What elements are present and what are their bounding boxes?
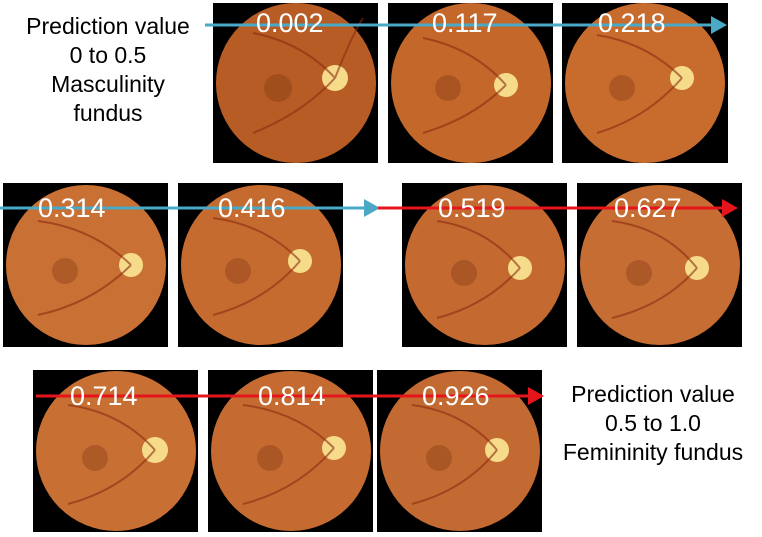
fundus-image-5 — [178, 183, 343, 347]
femininity-arrow-row2 — [378, 199, 738, 217]
prediction-value-label: 0.714 — [70, 381, 138, 411]
prediction-value-label: 0.218 — [598, 8, 666, 38]
prediction-value-label: 0.314 — [38, 193, 106, 223]
masculinity-arrow-row1 — [205, 16, 727, 34]
prediction-value-label: 0.117 — [432, 8, 498, 38]
caption-line: Prediction value — [26, 13, 190, 39]
caption-line: 0.5 to 1.0 — [605, 410, 701, 436]
fundus-image-1 — [213, 3, 378, 163]
prediction-value-label: 0.926 — [422, 381, 490, 411]
caption-line: Prediction value — [571, 381, 735, 407]
prediction-value-label: 0.814 — [258, 381, 326, 411]
masculinity-arrow-row2 — [0, 199, 380, 217]
caption-line: Femininity fundus — [562, 439, 744, 465]
prediction-value-label: 0.416 — [218, 193, 286, 223]
prediction-value-label: 0.002 — [256, 8, 324, 38]
prediction-value-label: 0.627 — [614, 193, 682, 223]
femininity-caption: Prediction value 0.5 to 1.0 Femininity f… — [548, 380, 758, 467]
fundus-image-6 — [402, 183, 567, 347]
caption-line: fundus — [73, 100, 143, 126]
femininity-arrow-row3 — [36, 387, 544, 405]
caption-line: Masculinity — [51, 71, 165, 97]
fundus-image-2 — [388, 3, 553, 163]
fundus-image-7 — [577, 183, 742, 347]
fundus-image-4 — [3, 183, 168, 347]
prediction-value-label: 0.519 — [438, 193, 506, 223]
fundus-image-3 — [562, 3, 728, 163]
masculinity-caption: Prediction value 0 to 0.5 Masculinity fu… — [8, 12, 208, 128]
caption-line: 0 to 0.5 — [69, 42, 147, 68]
